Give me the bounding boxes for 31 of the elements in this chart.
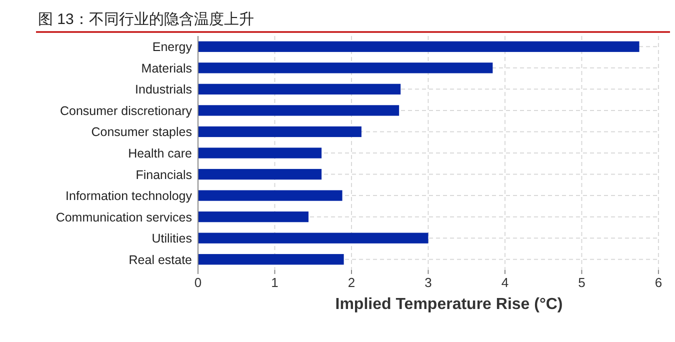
x-tick-label: 0	[194, 275, 202, 290]
x-tick-label: 4	[501, 275, 509, 290]
bar	[198, 62, 493, 74]
x-tick-label: 2	[348, 275, 356, 290]
y-tick-label: Communication services	[56, 210, 192, 224]
bar	[198, 232, 428, 244]
x-axis-title: Implied Temperature Rise (°C)	[335, 296, 563, 313]
y-tick-label: Consumer discretionary	[60, 104, 193, 118]
x-tick-label: 6	[654, 275, 662, 290]
chart-title: 图 13：不同行业的隐含温度上升	[38, 11, 254, 28]
bar	[198, 148, 322, 158]
y-tick-label: Health care	[128, 146, 192, 160]
y-tick-label: Consumer staples	[91, 125, 192, 140]
bar	[198, 254, 344, 265]
y-tick-label: Information technology	[66, 189, 193, 204]
y-tick-label: Industrials	[135, 82, 192, 97]
y-tick-label: Energy	[152, 40, 193, 54]
y-tick-label: Real estate	[128, 252, 192, 267]
y-tick-label: Utilities	[152, 232, 192, 246]
x-tick-label: 3	[424, 275, 432, 290]
x-tick-label: 5	[578, 275, 586, 290]
bar	[198, 190, 342, 201]
bar	[198, 168, 322, 180]
y-tick-label: Materials	[141, 61, 192, 76]
bar	[198, 84, 401, 94]
bar	[198, 41, 640, 52]
y-tick-label: Financials	[136, 168, 192, 182]
bar	[198, 126, 362, 138]
bar	[198, 105, 400, 116]
bar	[198, 212, 309, 222]
x-tick-label: 1	[271, 275, 278, 290]
